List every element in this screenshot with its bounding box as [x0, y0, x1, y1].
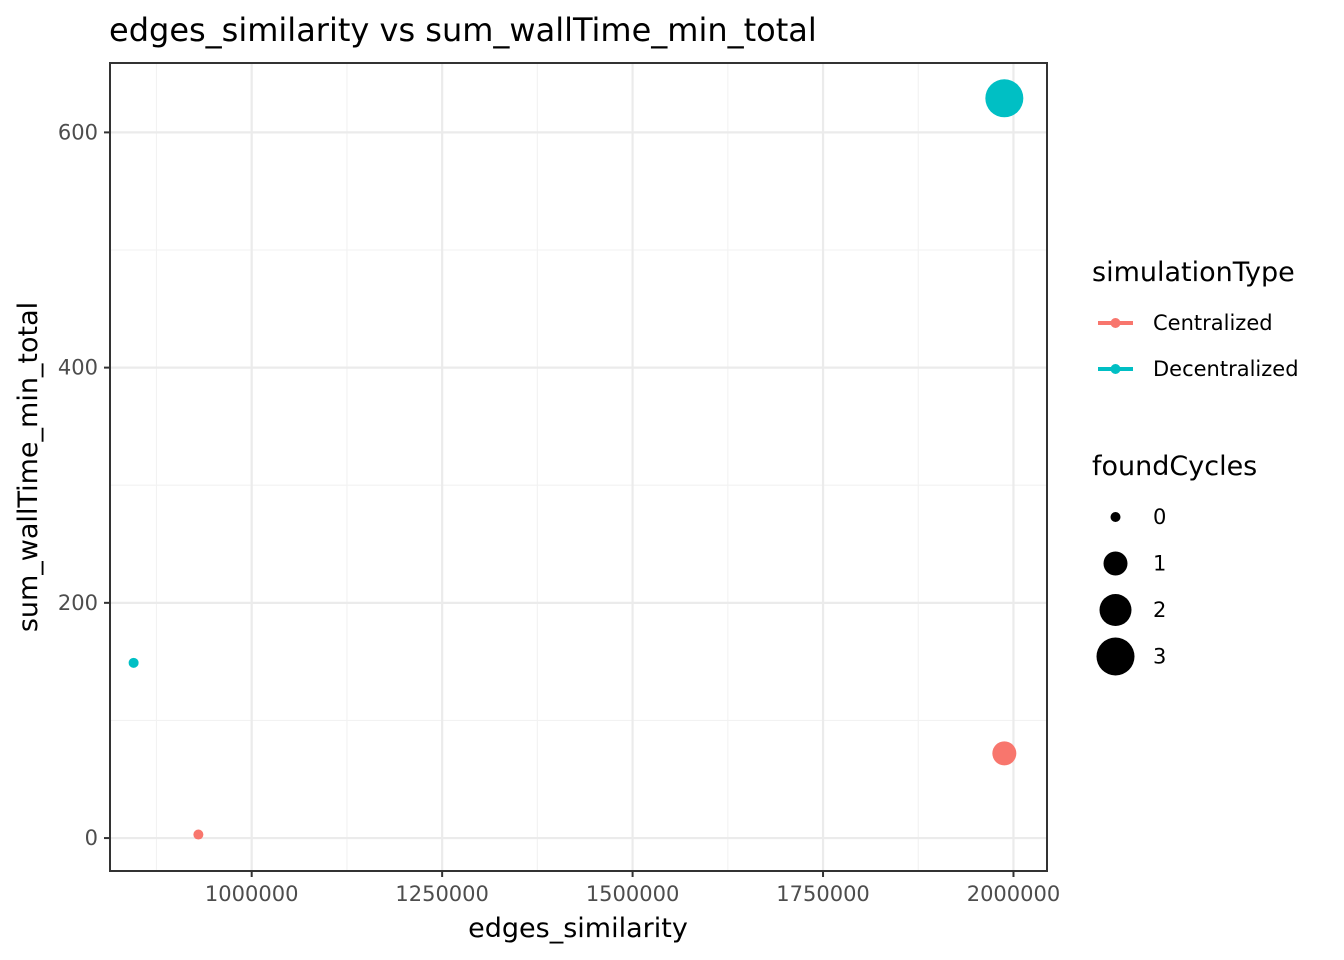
- y-tick-label: 600: [58, 120, 98, 144]
- size-legend-key: [1096, 637, 1135, 676]
- data-point-decentralized: [985, 79, 1024, 118]
- chart-title: edges_similarity vs sum_wallTime_min_tot…: [109, 11, 817, 49]
- legend-key-point: [1110, 318, 1121, 328]
- x-tick-label: 1250000: [395, 882, 489, 906]
- size-legend-title: foundCycles: [1092, 451, 1257, 482]
- x-axis-title: edges_similarity: [468, 913, 688, 944]
- data-points: [128, 79, 1024, 840]
- x-tick-label: 1750000: [776, 882, 870, 906]
- size-legend-label: 1: [1153, 552, 1166, 576]
- y-tick-label: 200: [58, 591, 98, 615]
- size-legend-label: 0: [1153, 505, 1166, 529]
- x-axis: 1000000 1250000 1500000 1750000 2000000: [205, 871, 1060, 906]
- x-tick-label: 1000000: [205, 882, 299, 906]
- data-point-decentralized: [128, 657, 139, 668]
- size-legend-key: [1110, 512, 1121, 522]
- x-tick-label: 2000000: [967, 882, 1061, 906]
- minor-gridlines: [110, 63, 1047, 871]
- size-legend-key: [1099, 594, 1132, 626]
- size-legend-label: 3: [1153, 645, 1166, 669]
- x-tick-label: 1500000: [586, 882, 680, 906]
- color-legend: simulationType Centralized Decentralized: [1092, 257, 1299, 381]
- data-point-centralized: [193, 829, 204, 840]
- size-legend: foundCycles 0 1 2 3: [1092, 451, 1257, 676]
- major-gridlines: [110, 63, 1047, 871]
- panel-border: [109, 62, 1048, 872]
- legend-label-centralized: Centralized: [1153, 311, 1273, 335]
- color-legend-title: simulationType: [1092, 257, 1295, 288]
- y-axis-title: sum_wallTime_min_total: [13, 302, 44, 632]
- y-tick-label: 0: [85, 826, 98, 850]
- plot-panel: [109, 62, 1048, 872]
- legend-label-decentralized: Decentralized: [1153, 357, 1299, 381]
- y-tick-label: 400: [58, 356, 98, 380]
- panel-background: [110, 63, 1047, 871]
- size-legend-key: [1103, 551, 1128, 576]
- legend-key-point: [1110, 364, 1121, 374]
- size-legend-keys: 0 1 2 3: [1096, 505, 1166, 676]
- data-point-centralized: [992, 741, 1017, 766]
- y-axis: 0 200 400 600: [58, 120, 110, 850]
- color-legend-keys: Centralized Decentralized: [1098, 311, 1299, 381]
- size-legend-label: 2: [1153, 598, 1166, 622]
